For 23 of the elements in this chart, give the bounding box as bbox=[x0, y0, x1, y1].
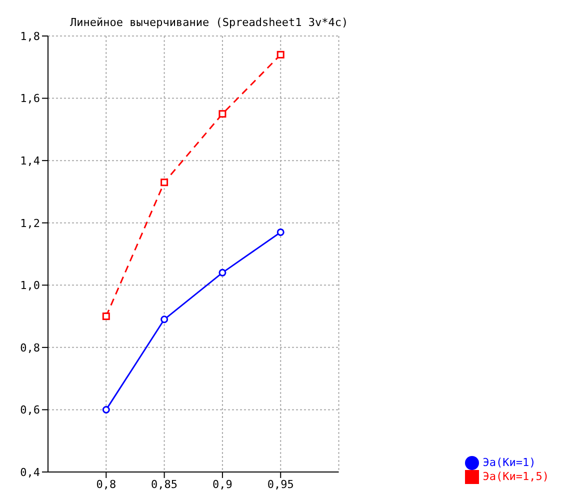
point bbox=[218, 268, 226, 276]
x-tick-label: 0,8 bbox=[96, 478, 116, 491]
point bbox=[102, 312, 110, 320]
point bbox=[160, 316, 168, 324]
y-tick-label: 1,6 bbox=[20, 92, 40, 106]
point bbox=[276, 228, 284, 236]
chart-title: Линейное вычерчивание (Spreadsheet1 3v*4c) bbox=[70, 16, 348, 29]
y-tick-label: 1,0 bbox=[20, 279, 40, 292]
y-tick-label: 1,8 bbox=[20, 30, 40, 43]
x-tick-label: 0,85 bbox=[151, 478, 178, 491]
legend-label: Эа(Ки=1) bbox=[482, 456, 536, 470]
x-tick-label: 0,9 bbox=[212, 478, 232, 491]
y-tick-label: 1,2 bbox=[20, 216, 40, 230]
x-tick-label: 0,95 bbox=[267, 478, 294, 491]
y-tick-label: 0,4 bbox=[20, 466, 40, 479]
legend-label: Эа(Ки=1,5) bbox=[482, 470, 549, 484]
y-tick-label: 0,6 bbox=[20, 404, 40, 417]
point bbox=[218, 110, 226, 118]
point bbox=[276, 50, 284, 58]
point bbox=[160, 178, 168, 186]
y-tick-label: 1,4 bbox=[20, 154, 40, 168]
point bbox=[102, 406, 110, 414]
y-tick-label: 0,8 bbox=[20, 341, 40, 354]
